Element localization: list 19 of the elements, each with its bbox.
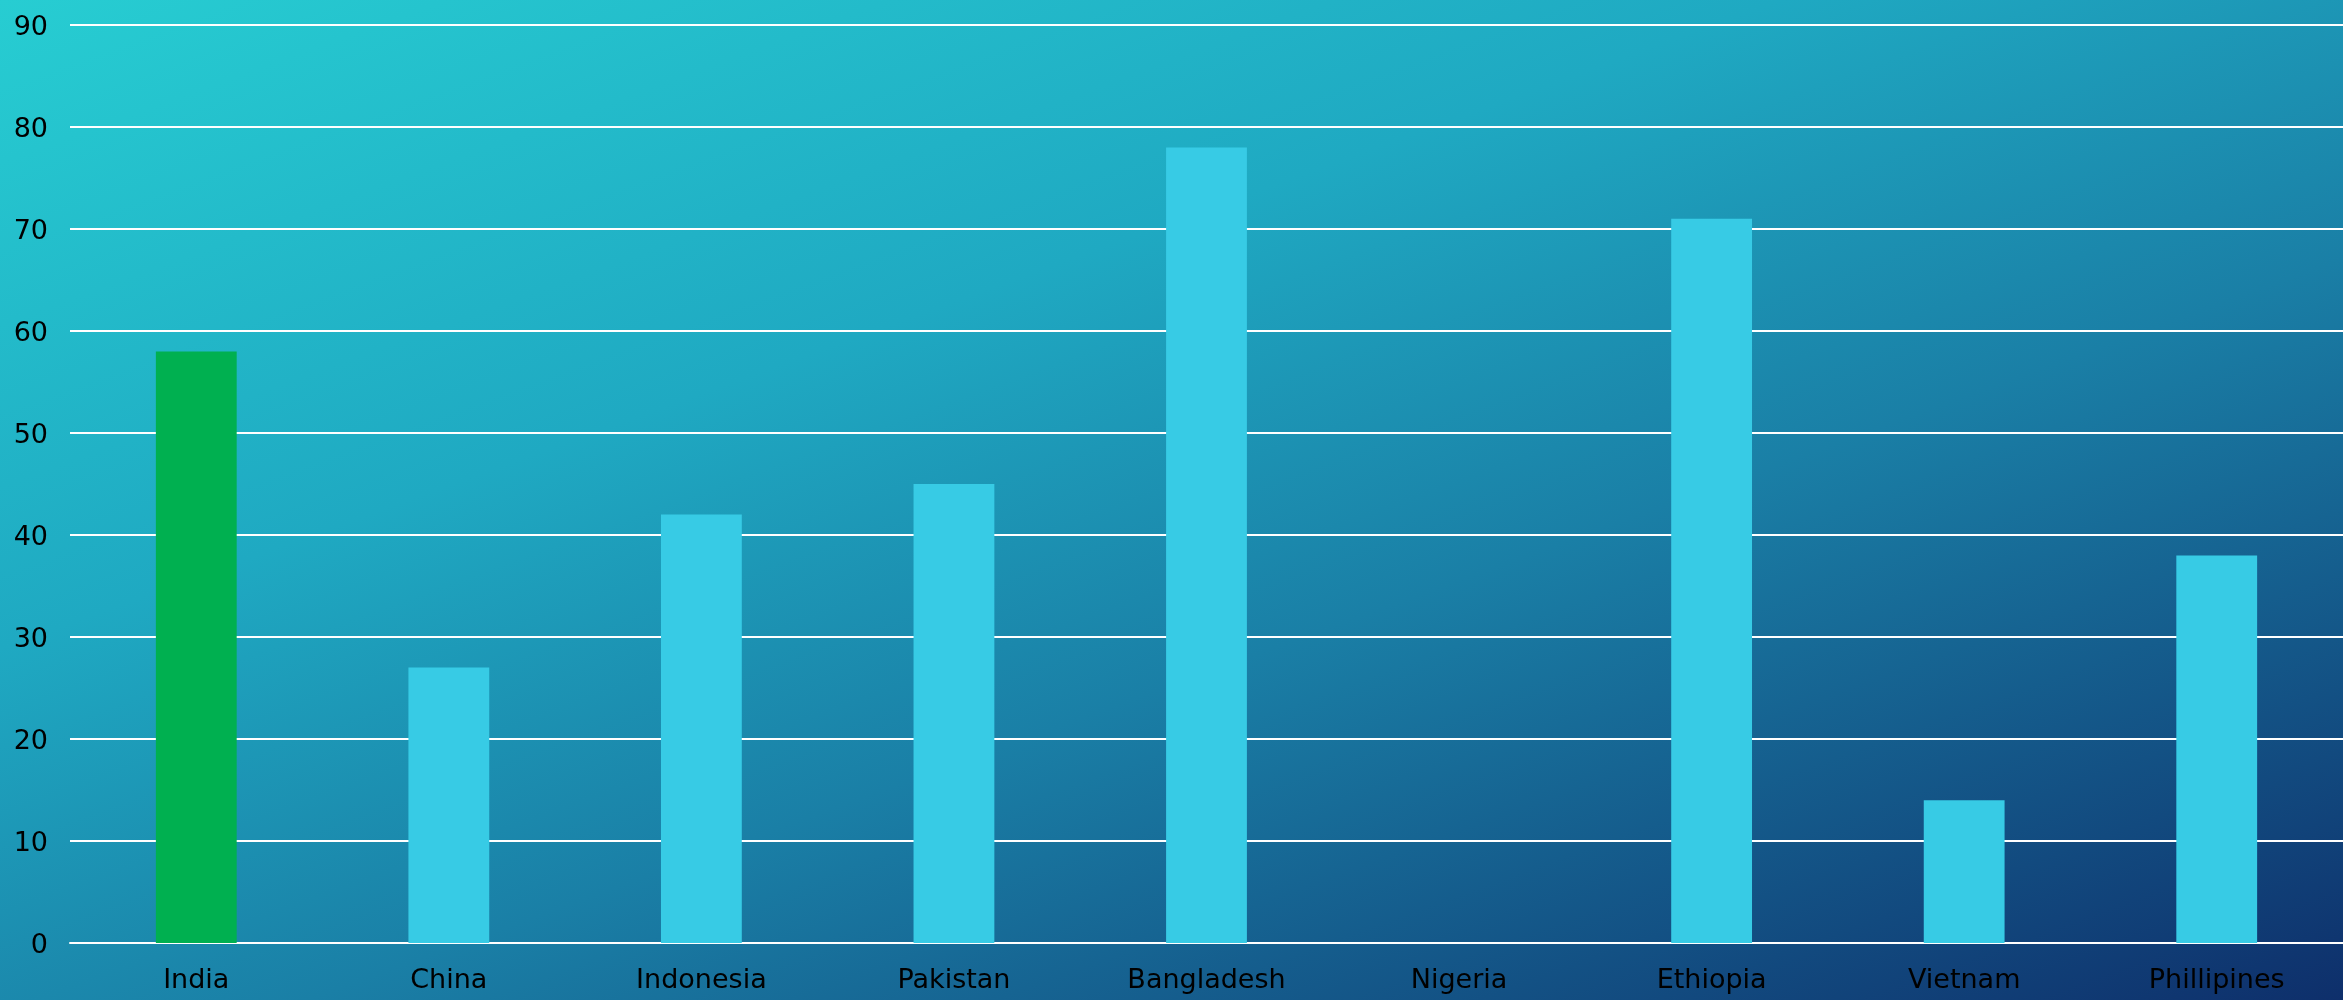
x-tick-label: Vietnam	[1907, 963, 2021, 994]
y-tick-label: 40	[13, 519, 48, 551]
y-tick-label: 0	[30, 927, 48, 959]
x-tick-label: Bangladesh	[1127, 963, 1286, 994]
x-tick-label: Nigeria	[1410, 963, 1508, 994]
y-tick-label: 90	[13, 9, 48, 41]
y-tick-label: 60	[13, 315, 48, 347]
x-tick-label: Indonesia	[636, 963, 767, 994]
y-tick-label: 80	[13, 111, 48, 143]
x-tick-label: China	[410, 963, 488, 994]
x-tick-label: Pakistan	[897, 963, 1011, 994]
x-tick-label: Phillipines	[2148, 963, 2285, 994]
x-tick-label: Ethiopia	[1656, 963, 1767, 994]
y-tick-label: 10	[13, 825, 48, 857]
x-tick-label: India	[163, 963, 230, 994]
y-tick-label: 30	[13, 621, 48, 653]
y-tick-label: 50	[13, 417, 48, 449]
y-tick-label: 20	[13, 723, 48, 755]
y-tick-label: 70	[13, 213, 48, 245]
